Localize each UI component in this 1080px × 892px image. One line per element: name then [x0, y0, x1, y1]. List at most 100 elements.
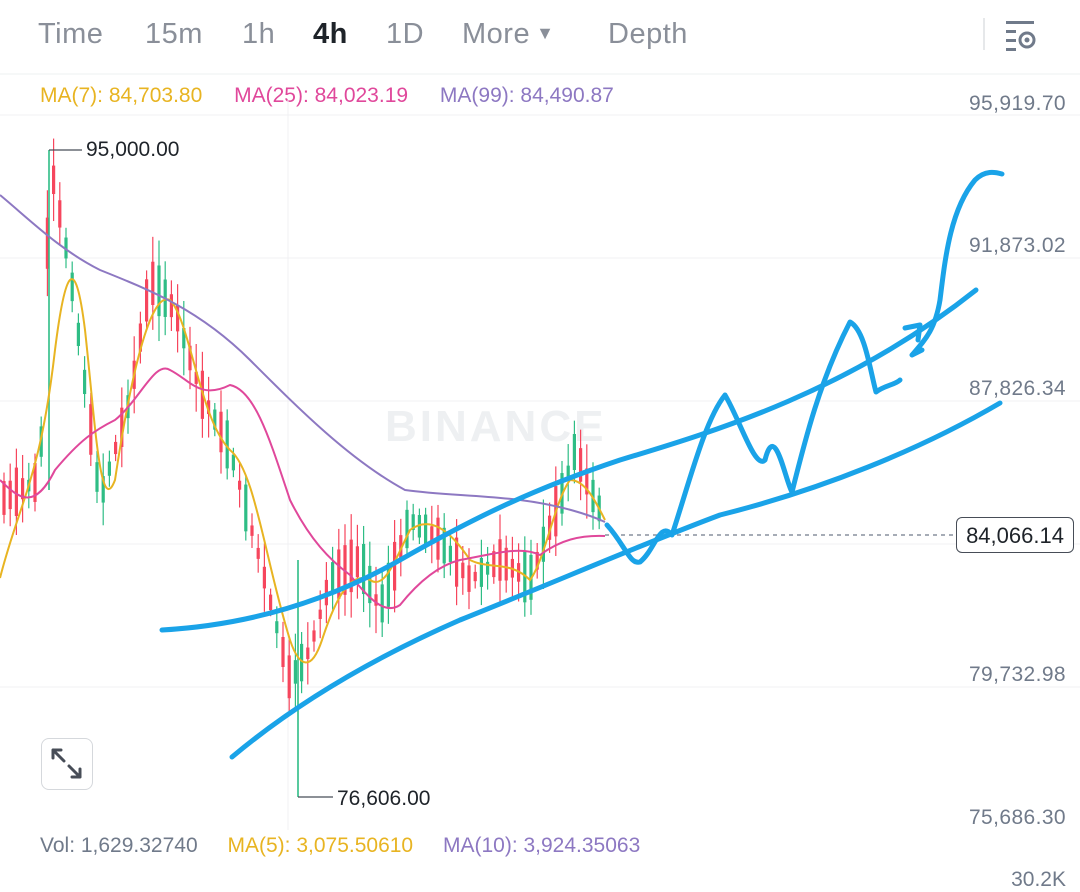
candle-body	[368, 565, 372, 604]
candle-body	[430, 526, 434, 543]
candle-body	[14, 467, 18, 517]
tab-1d[interactable]: 1D	[386, 18, 425, 50]
candle-body	[145, 279, 149, 322]
candle-body	[2, 481, 6, 515]
candle-body	[300, 643, 304, 682]
price-axis-label: 79,732.98	[968, 663, 1066, 686]
candle-body	[486, 561, 490, 575]
volume-legend: Vol: 1,629.32740 MA(5): 3,075.50610 MA(1…	[40, 834, 664, 858]
candle-body	[498, 539, 502, 581]
candle-body	[107, 461, 111, 476]
candle-body	[213, 409, 217, 430]
candle-body	[45, 217, 49, 269]
candle-body	[566, 465, 570, 480]
caret-down-icon: ▼	[536, 23, 555, 43]
current-price-badge: 84,066.14	[956, 517, 1074, 553]
ma99-line	[0, 194, 606, 523]
candle-body	[312, 630, 316, 642]
candle-body	[455, 537, 459, 587]
binance-watermark: BINANCE	[385, 402, 607, 451]
chart-grid	[0, 73, 1080, 830]
high-price-label: 95,000.00	[86, 138, 180, 161]
price-axis-label: 87,826.34	[968, 377, 1066, 400]
volume-ma5-label: MA(5): 3,075.50610	[227, 834, 414, 857]
candle-body	[8, 480, 12, 510]
tab-4h[interactable]: 4h	[313, 18, 348, 50]
candle-body	[194, 371, 198, 384]
candle-body	[64, 237, 68, 259]
candle-body	[591, 479, 595, 513]
channel-lower-line	[229, 400, 1003, 760]
volume-ma10-label: MA(10): 3,924.35063	[442, 834, 641, 857]
volume-axis-label: 30.2K	[1011, 868, 1066, 891]
candle-body	[101, 476, 105, 503]
tab-1h[interactable]: 1h	[242, 18, 276, 50]
tab-more[interactable]: More ▼	[462, 18, 554, 51]
candle-body	[572, 433, 576, 471]
candle-body	[337, 549, 341, 599]
tab-15m[interactable]: 15m	[145, 18, 203, 50]
candle-body	[52, 165, 56, 195]
candle-body	[374, 594, 378, 606]
candle-body	[287, 655, 291, 699]
expand-chart-button[interactable]	[41, 738, 93, 790]
candle-body	[275, 621, 279, 634]
candle-body	[417, 515, 421, 538]
ma-legend: MA(7): 84,703.80 MA(25): 84,023.19 MA(99…	[40, 84, 640, 108]
user-trend-drawings	[159, 169, 1005, 760]
ma25-line	[0, 367, 606, 610]
candle-body	[411, 514, 415, 531]
candle-body	[349, 539, 353, 593]
arrow-head	[902, 322, 923, 343]
expand-icon	[51, 748, 82, 779]
candle-body	[442, 527, 446, 564]
price-axis-label: 91,873.02	[968, 234, 1066, 257]
candle-body	[207, 400, 211, 415]
candle-body	[585, 468, 589, 495]
candle-body	[386, 562, 390, 607]
candle-body	[244, 484, 248, 532]
candle-body	[269, 594, 273, 611]
candle-body	[448, 545, 452, 562]
candle-body	[21, 478, 25, 500]
ma25-label: MA(25): 84,023.19	[234, 84, 409, 107]
candle-body	[138, 323, 142, 352]
price-axis-label: 75,686.30	[968, 806, 1066, 829]
candle-body	[393, 541, 397, 591]
tab-more-label: More	[462, 18, 531, 50]
candle-body	[33, 463, 37, 502]
candle-body	[293, 660, 297, 684]
candle-body	[318, 609, 322, 619]
candle-body	[219, 411, 223, 453]
chart-settings-icon[interactable]	[1000, 16, 1040, 56]
tab-time[interactable]: Time	[38, 18, 104, 50]
candle-body	[120, 407, 124, 447]
candle-body	[424, 514, 428, 547]
candle-body	[182, 328, 186, 349]
candles	[2, 138, 601, 797]
candle-body	[492, 551, 496, 578]
candle-body	[355, 546, 359, 578]
candle-body	[157, 265, 161, 317]
candle-body	[473, 571, 477, 582]
candle-body	[114, 441, 118, 455]
interval-tabs: Time 15m 1h 4h 1D More ▼ Depth	[0, 0, 1080, 76]
candle-body	[262, 566, 266, 589]
candle-body	[548, 515, 552, 540]
tab-divider	[983, 18, 985, 50]
candle-body	[83, 369, 87, 395]
candle-body	[405, 509, 409, 549]
tab-depth[interactable]: Depth	[608, 18, 688, 50]
candle-body	[95, 462, 99, 492]
candle-body	[306, 647, 310, 660]
candle-body	[504, 547, 508, 581]
candle-body	[579, 448, 583, 482]
candle-body	[281, 637, 285, 667]
channel-upper-line	[159, 287, 979, 633]
candle-body	[541, 526, 545, 562]
candle-body	[479, 557, 483, 587]
candle-body	[58, 200, 62, 228]
ma99-label: MA(99): 84,490.87	[439, 84, 614, 107]
breakout-arrow-path	[909, 169, 1005, 358]
